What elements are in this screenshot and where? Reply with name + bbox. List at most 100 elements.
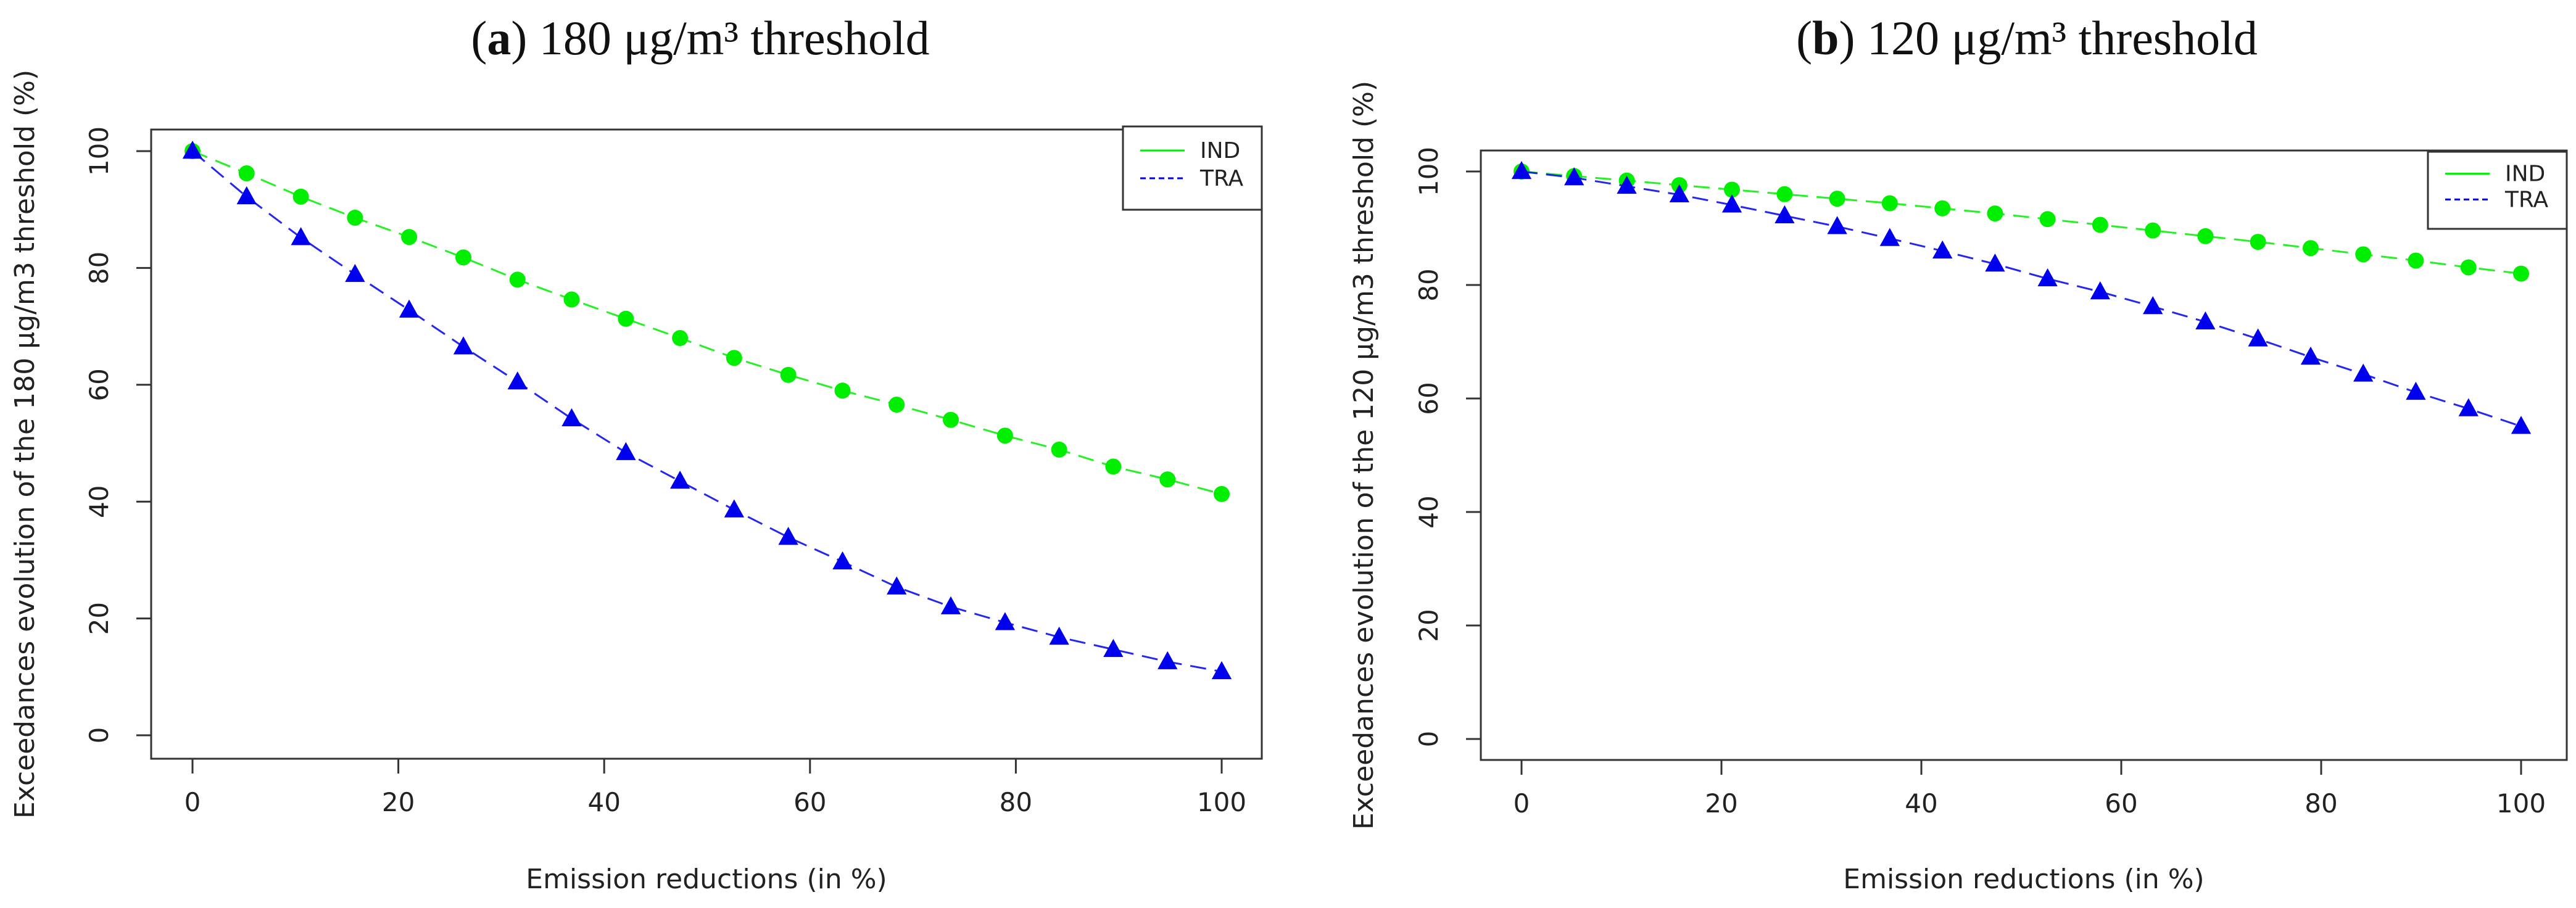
data-point-tra [1932, 240, 1953, 259]
data-point-tra [616, 442, 636, 460]
data-point-tra [2248, 328, 2268, 347]
data-point-ind [1934, 200, 1951, 217]
data-point-tra [1211, 661, 1232, 680]
data-point-ind [672, 330, 689, 347]
data-point-tra [1775, 205, 1795, 223]
data-point-tra [1827, 216, 1847, 234]
plot-frame [150, 128, 1263, 760]
y-tick-label: 60 [84, 368, 114, 401]
data-point-ind [1214, 485, 1230, 502]
data-point-ind [2460, 259, 2477, 276]
data-point-tra [1511, 161, 1532, 180]
series-ind [1514, 163, 2529, 282]
x-axis: 0 20 40 60 80 100 [1514, 759, 2546, 819]
data-point-ind [618, 310, 634, 327]
x-axis-title: Emission reductions (in %) [526, 864, 887, 895]
data-point-ind [726, 350, 742, 366]
x-tick-label: 40 [587, 787, 620, 817]
data-point-ind [942, 411, 959, 428]
data-point-tra [453, 336, 474, 355]
data-point-tra [2300, 346, 2321, 365]
series-tra [182, 141, 1232, 680]
y-tick-label: 80 [1414, 268, 1444, 301]
data-point-tra [345, 263, 365, 283]
y-tick-label: 20 [1414, 609, 1444, 642]
series-ind [184, 143, 1230, 502]
data-point-tra [399, 299, 420, 318]
series-line-tra [1521, 170, 2522, 427]
data-point-ind [509, 271, 526, 288]
data-point-tra [832, 551, 853, 569]
series-line-ind [1521, 170, 2522, 275]
data-point-ind [2145, 222, 2161, 239]
data-point-ind [888, 396, 905, 413]
x-tick-label: 60 [793, 787, 826, 817]
data-point-ind [347, 209, 363, 226]
y-tick-label: 20 [84, 602, 114, 635]
x-tick-label: 0 [184, 787, 201, 817]
y-tick-label: 0 [1414, 731, 1444, 748]
data-point-ind [455, 249, 472, 266]
data-point-ind [1051, 441, 1067, 458]
panel-b-title: (b) 120 μg/m³ threshold [1796, 11, 2258, 65]
series-line-tra [192, 150, 1222, 673]
x-tick-label: 40 [1905, 788, 1937, 819]
data-point-tra [887, 576, 907, 595]
data-point-tra [2458, 398, 2479, 416]
y-axis: 0 20 40 60 80 100 [1414, 147, 1482, 748]
panel-a-title: (a) 180 μg/m³ threshold [471, 11, 929, 65]
x-tick-label: 20 [382, 787, 415, 817]
y-tick-label: 60 [1414, 382, 1444, 415]
data-point-ind [1159, 471, 1176, 488]
data-point-tra [1617, 175, 1637, 194]
data-point-ind [2250, 234, 2266, 250]
x-axis: 0 20 40 60 80 100 [184, 757, 1246, 817]
data-point-tra [2195, 311, 2216, 330]
data-point-ind [2039, 211, 2056, 228]
x-tick-label: 60 [2105, 788, 2137, 819]
data-point-tra [2037, 268, 2058, 287]
legend-box [1122, 125, 1263, 211]
data-point-ind [996, 427, 1013, 444]
legend-label-ind: IND [2505, 162, 2545, 187]
x-tick-label: 100 [2496, 788, 2546, 819]
data-point-ind [2092, 217, 2108, 233]
data-point-tra [724, 499, 745, 518]
data-point-tra [2406, 381, 2426, 400]
data-point-tra [2090, 281, 2110, 300]
data-point-ind [1829, 191, 1845, 207]
data-point-tra [1985, 253, 2005, 272]
y-tick-label: 40 [1414, 495, 1444, 528]
data-point-tra [236, 186, 257, 205]
x-tick-label: 20 [1705, 788, 1737, 819]
data-point-tra [507, 371, 528, 390]
data-point-tra [1158, 651, 1178, 669]
x-axis-title: Emission reductions (in %) [1843, 864, 2204, 895]
data-point-ind [1724, 181, 1741, 198]
legend-box [2427, 151, 2568, 230]
data-point-ind [780, 366, 797, 383]
data-point-tra [1879, 228, 1900, 246]
y-tick-label: 40 [84, 485, 114, 518]
data-point-tra [2353, 363, 2374, 382]
data-point-ind [2408, 252, 2424, 269]
series-tra [1511, 161, 2532, 434]
data-point-ind [1987, 205, 2003, 222]
panel-b-title-text: 120 μg/m³ threshold [1867, 11, 2258, 65]
data-point-ind [2302, 240, 2319, 257]
data-point-ind [834, 382, 851, 399]
panel-b-letter: b [1812, 11, 1839, 65]
data-point-ind [563, 291, 580, 308]
y-tick-label: 100 [1414, 147, 1444, 196]
data-point-ind [2355, 246, 2372, 263]
x-tick-label: 80 [2305, 788, 2337, 819]
data-point-tra [1721, 194, 1742, 213]
data-point-tra [291, 227, 311, 246]
data-point-ind [1105, 458, 1122, 475]
y-tick-label: 0 [84, 727, 114, 744]
data-point-ind [1881, 195, 1898, 212]
panel-a: (a) 180 μg/m³ threshold 0 20 40 60 80 100 0 20 4… [9, 11, 1263, 895]
x-tick-label: 0 [1514, 788, 1530, 819]
data-point-tra [1049, 626, 1069, 645]
